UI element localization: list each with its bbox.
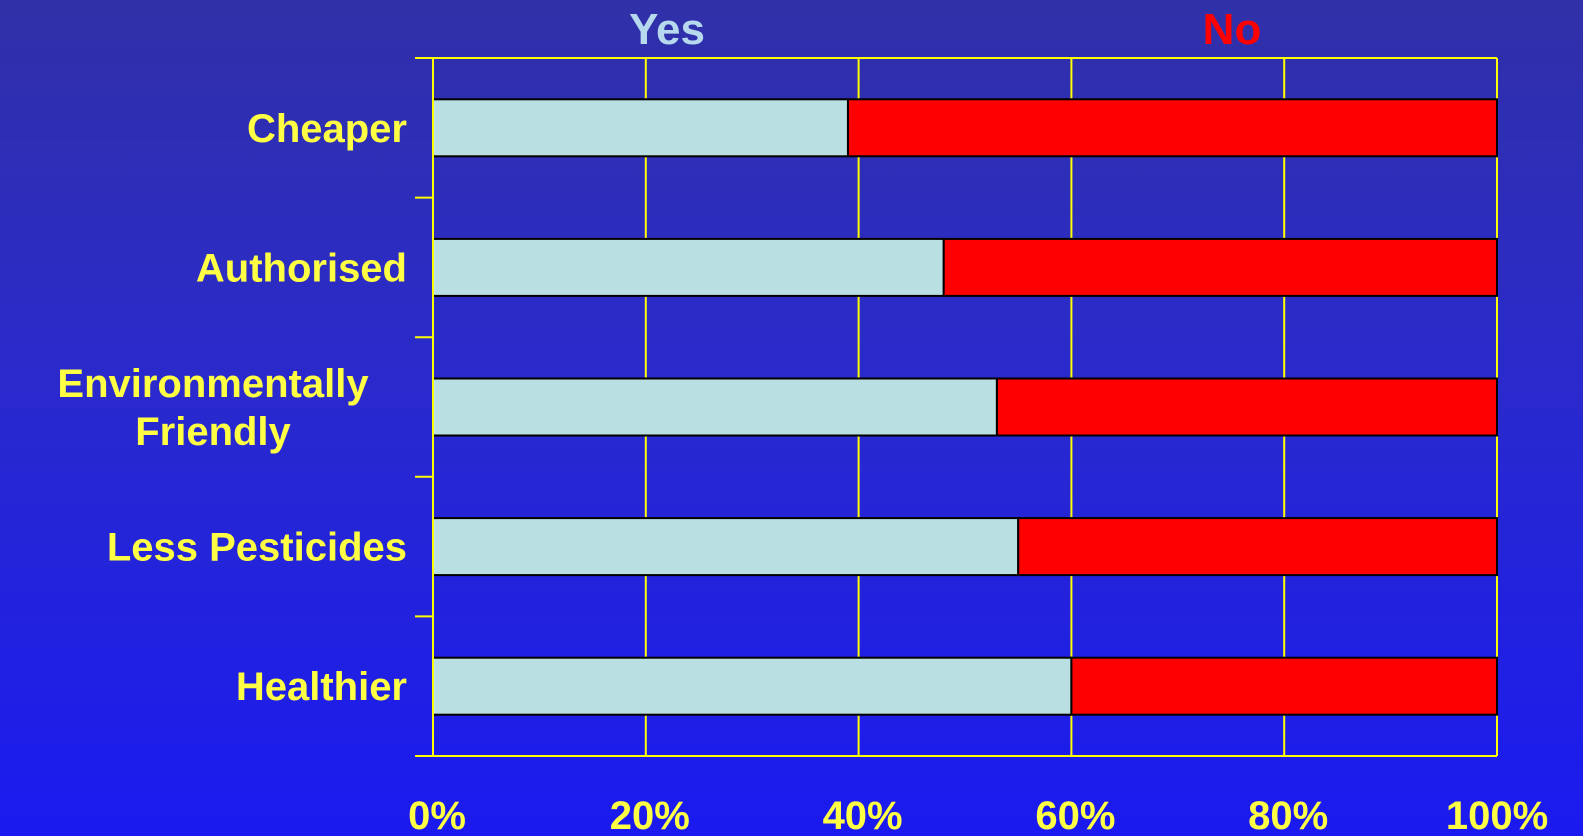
- bar-yes-0: [432, 98, 849, 158]
- category-label-0: Cheaper: [247, 107, 407, 151]
- x-tick-label-40: 40%: [823, 794, 903, 836]
- bar-no-0: [846, 98, 1498, 158]
- axes: [415, 57, 1497, 757]
- bar-yes-2: [432, 377, 998, 437]
- x-tick-label-20: 20%: [610, 794, 690, 836]
- bars: [432, 98, 1499, 716]
- x-tick-label-0: 0%: [408, 794, 466, 836]
- x-tick-labels: 0% 20% 40% 60% 80% 100%: [408, 794, 1548, 836]
- bar-no-3: [1017, 517, 1498, 577]
- x-tick-label-80: 80%: [1248, 794, 1328, 836]
- x-tick-label-100: 100%: [1446, 794, 1548, 836]
- bar-yes-4: [432, 656, 1073, 716]
- x-tick-label-60: 60%: [1035, 794, 1115, 836]
- category-label-2-line-0: Environmentally: [57, 362, 369, 406]
- legend-yes: Yes: [629, 5, 705, 54]
- category-labels: Cheaper Authorised EnvironmentallyFriendly…: [57, 107, 407, 709]
- category-label-4: Healthier: [236, 665, 407, 709]
- bar-no-4: [1070, 656, 1499, 716]
- category-label-2-line-1: Friendly: [135, 410, 291, 454]
- bar-no-2: [995, 377, 1498, 437]
- bar-yes-3: [432, 517, 1020, 577]
- bar-no-1: [942, 237, 1498, 297]
- category-label-1: Authorised: [196, 246, 407, 290]
- category-label-3: Less Pesticides: [107, 526, 407, 570]
- legend: Yes No: [629, 5, 1261, 54]
- legend-no: No: [1203, 5, 1262, 54]
- bar-yes-1: [432, 237, 945, 297]
